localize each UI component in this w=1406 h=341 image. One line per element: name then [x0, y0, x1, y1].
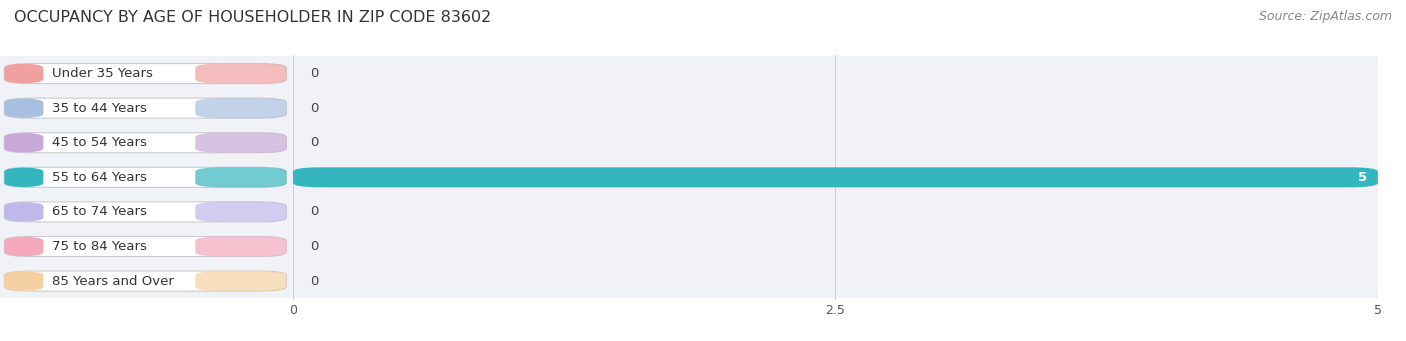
- FancyBboxPatch shape: [195, 63, 287, 84]
- FancyBboxPatch shape: [4, 167, 287, 187]
- FancyBboxPatch shape: [195, 271, 287, 291]
- Bar: [0, 56, 1378, 91]
- FancyBboxPatch shape: [4, 236, 287, 256]
- Text: 0: 0: [311, 102, 319, 115]
- Text: 0: 0: [311, 240, 319, 253]
- Text: 0: 0: [311, 205, 319, 218]
- Text: OCCUPANCY BY AGE OF HOUSEHOLDER IN ZIP CODE 83602: OCCUPANCY BY AGE OF HOUSEHOLDER IN ZIP C…: [14, 10, 491, 25]
- FancyBboxPatch shape: [195, 236, 287, 256]
- FancyBboxPatch shape: [4, 133, 44, 153]
- FancyBboxPatch shape: [4, 236, 44, 256]
- FancyBboxPatch shape: [195, 133, 287, 153]
- Text: 35 to 44 Years: 35 to 44 Years: [52, 102, 148, 115]
- Text: Source: ZipAtlas.com: Source: ZipAtlas.com: [1258, 10, 1392, 23]
- FancyBboxPatch shape: [4, 63, 287, 84]
- Text: 0: 0: [311, 67, 319, 80]
- Bar: [0, 91, 1378, 125]
- Bar: [0, 125, 1378, 160]
- Text: 75 to 84 Years: 75 to 84 Years: [52, 240, 148, 253]
- Text: 65 to 74 Years: 65 to 74 Years: [52, 205, 148, 218]
- Text: Under 35 Years: Under 35 Years: [52, 67, 153, 80]
- Bar: [0, 229, 1378, 264]
- Bar: [0, 195, 1378, 229]
- Bar: [0, 160, 1378, 195]
- FancyBboxPatch shape: [4, 202, 44, 222]
- FancyBboxPatch shape: [4, 202, 287, 222]
- Text: 0: 0: [311, 275, 319, 287]
- Bar: [0, 264, 1378, 298]
- FancyBboxPatch shape: [195, 167, 287, 187]
- Text: 85 Years and Over: 85 Years and Over: [52, 275, 174, 287]
- Text: 45 to 54 Years: 45 to 54 Years: [52, 136, 148, 149]
- Text: 5: 5: [1358, 171, 1367, 184]
- FancyBboxPatch shape: [4, 271, 287, 291]
- FancyBboxPatch shape: [4, 63, 44, 84]
- Text: 55 to 64 Years: 55 to 64 Years: [52, 171, 148, 184]
- FancyBboxPatch shape: [4, 133, 287, 153]
- FancyBboxPatch shape: [4, 98, 44, 118]
- FancyBboxPatch shape: [292, 167, 1378, 187]
- FancyBboxPatch shape: [4, 271, 44, 291]
- FancyBboxPatch shape: [195, 98, 287, 118]
- Text: 0: 0: [311, 136, 319, 149]
- FancyBboxPatch shape: [195, 202, 287, 222]
- FancyBboxPatch shape: [4, 98, 287, 118]
- FancyBboxPatch shape: [4, 167, 44, 187]
